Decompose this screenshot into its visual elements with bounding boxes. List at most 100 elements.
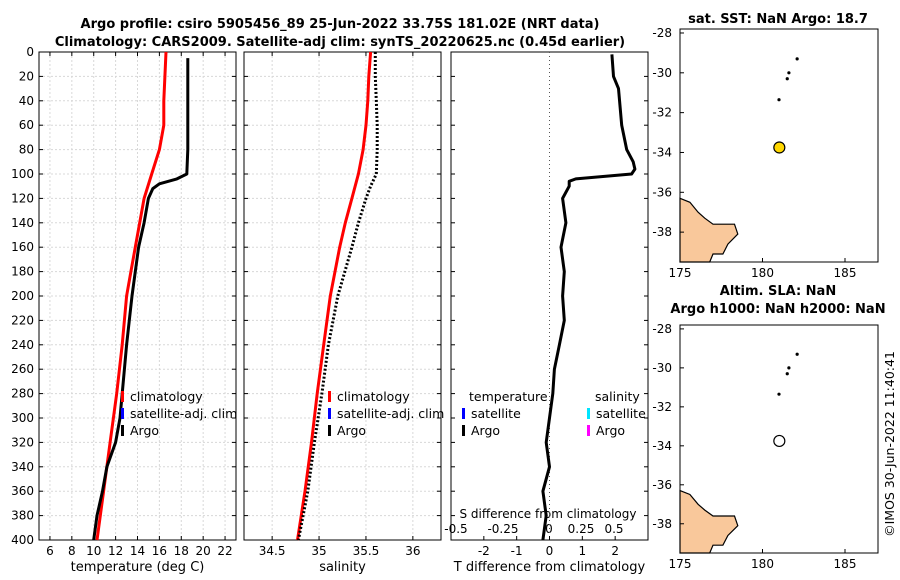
- legend-title-salinity: salinity: [595, 389, 640, 404]
- map-x-tick-label: 180: [751, 266, 774, 280]
- x-tick-label: 36: [405, 544, 420, 558]
- map-y-tick-label: -36: [652, 185, 672, 199]
- legend-label: Argo: [130, 423, 159, 438]
- legend-title-temperature: temperature: [469, 389, 548, 404]
- diff-top-tick: -0.25: [487, 522, 518, 536]
- legend-swatch: [328, 408, 331, 419]
- x-tick-label: 6: [46, 544, 54, 558]
- x-tick-label: -2: [478, 544, 490, 558]
- island-marker: [785, 77, 789, 81]
- map-x-tick-label: 175: [669, 557, 692, 571]
- x-axis-label: salinity: [319, 560, 366, 575]
- map-y-tick-label: -28: [652, 322, 672, 336]
- map-title-sla-2: Argo h1000: NaN h2000: NaN: [670, 302, 885, 317]
- map-x-tick-label: 185: [834, 557, 857, 571]
- y-tick-label: 160: [11, 240, 34, 254]
- y-tick-label: 340: [11, 460, 34, 474]
- map-x-tick-label: 175: [669, 266, 692, 280]
- map-y-tick-label: -32: [652, 400, 672, 414]
- x-tick-label: 12: [108, 544, 123, 558]
- x-tick-label: 18: [174, 544, 189, 558]
- map-y-tick-label: -34: [652, 145, 672, 159]
- legend-label: satellite: [471, 406, 521, 421]
- x-tick-label: 35.5: [353, 544, 380, 558]
- legend-label: climatology: [337, 389, 410, 404]
- map-title-sst: sat. SST: NaN Argo: 18.7: [688, 12, 868, 27]
- legend-swatch: [121, 391, 124, 402]
- x-tick-label: 2: [611, 544, 619, 558]
- diff-top-axis-label: S difference from climatology: [460, 507, 637, 521]
- y-tick-label: 80: [19, 143, 34, 157]
- y-tick-label: 400: [11, 533, 34, 547]
- island-marker: [777, 98, 781, 102]
- x-tick-label: 16: [152, 544, 167, 558]
- y-tick-label: 300: [11, 411, 34, 425]
- x-tick-label: 10: [86, 544, 101, 558]
- map-y-tick-label: -32: [652, 106, 672, 120]
- land-new-zealand: [679, 197, 739, 263]
- legend-label: satellite-adj. clim: [337, 406, 444, 421]
- series-line-t-argo: [541, 54, 637, 541]
- y-tick-label: 180: [11, 265, 34, 279]
- x-tick-label: 34.5: [259, 544, 286, 558]
- y-tick-label: 60: [19, 118, 34, 132]
- legend-label: Argo: [337, 423, 366, 438]
- x-tick-label: 0: [546, 544, 554, 558]
- x-tick-label: 20: [196, 544, 211, 558]
- y-tick-label: 260: [11, 362, 34, 376]
- x-axis-label: T difference from climatology: [453, 560, 646, 575]
- series-line-argo: [92, 58, 190, 541]
- diff-top-tick: 0.5: [604, 522, 623, 536]
- legend-swatch: [121, 425, 124, 436]
- legend-swatch: [462, 425, 465, 436]
- y-tick-label: 40: [19, 94, 34, 108]
- island-marker: [787, 366, 791, 370]
- y-tick-label: 200: [11, 289, 34, 303]
- y-tick-label: 320: [11, 435, 34, 449]
- y-tick-label: 0: [26, 45, 34, 59]
- legend-label: climatology: [130, 389, 203, 404]
- legend-swatch: [328, 391, 331, 402]
- series-line-climatology: [296, 51, 373, 541]
- island-marker: [795, 57, 799, 61]
- y-tick-label: 280: [11, 387, 34, 401]
- y-tick-label: 240: [11, 338, 34, 352]
- series-line-argo: [296, 52, 379, 541]
- map-x-tick-label: 180: [751, 557, 774, 571]
- island-marker: [785, 372, 789, 376]
- argo-position-marker: [773, 141, 786, 154]
- series-line-climatology: [95, 51, 168, 541]
- y-tick-label: 20: [19, 69, 34, 83]
- y-tick-label: 360: [11, 484, 34, 498]
- map-frame: [679, 28, 879, 263]
- island-marker: [777, 392, 781, 396]
- x-tick-label: -1: [511, 544, 523, 558]
- map-x-tick-label: 185: [834, 266, 857, 280]
- map-y-tick-label: -30: [652, 361, 672, 375]
- legend-swatch: [121, 408, 124, 419]
- x-tick-label: 8: [68, 544, 76, 558]
- legend-swatch: [462, 408, 465, 419]
- figure-title-line1: Argo profile: csiro 5905456_89 25-Jun-20…: [81, 17, 600, 32]
- x-tick-label: 1: [579, 544, 587, 558]
- y-tick-label: 120: [11, 191, 34, 205]
- y-tick-label: 380: [11, 509, 34, 523]
- x-axis-label: temperature (deg C): [71, 560, 205, 575]
- legend-label: satellite-adj. clim: [130, 406, 237, 421]
- timestamp-label: ©IMOS 30-Jun-2022 11:40:41: [882, 351, 897, 537]
- legend-swatch: [587, 425, 590, 436]
- island-marker: [787, 71, 791, 75]
- x-tick-label: 22: [217, 544, 232, 558]
- map-frame: [679, 324, 879, 554]
- map-title-sla-1: Altim. SLA: NaN: [720, 284, 836, 299]
- map-y-tick-label: -38: [652, 517, 672, 531]
- y-tick-label: 220: [11, 313, 34, 327]
- legend-swatch: [328, 425, 331, 436]
- diff-top-tick: 0.25: [568, 522, 595, 536]
- map-y-tick-label: -38: [652, 225, 672, 239]
- legend-label: Argo: [471, 423, 500, 438]
- map-y-tick-label: -36: [652, 478, 672, 492]
- x-tick-label: 35: [311, 544, 326, 558]
- legend-swatch: [587, 408, 590, 419]
